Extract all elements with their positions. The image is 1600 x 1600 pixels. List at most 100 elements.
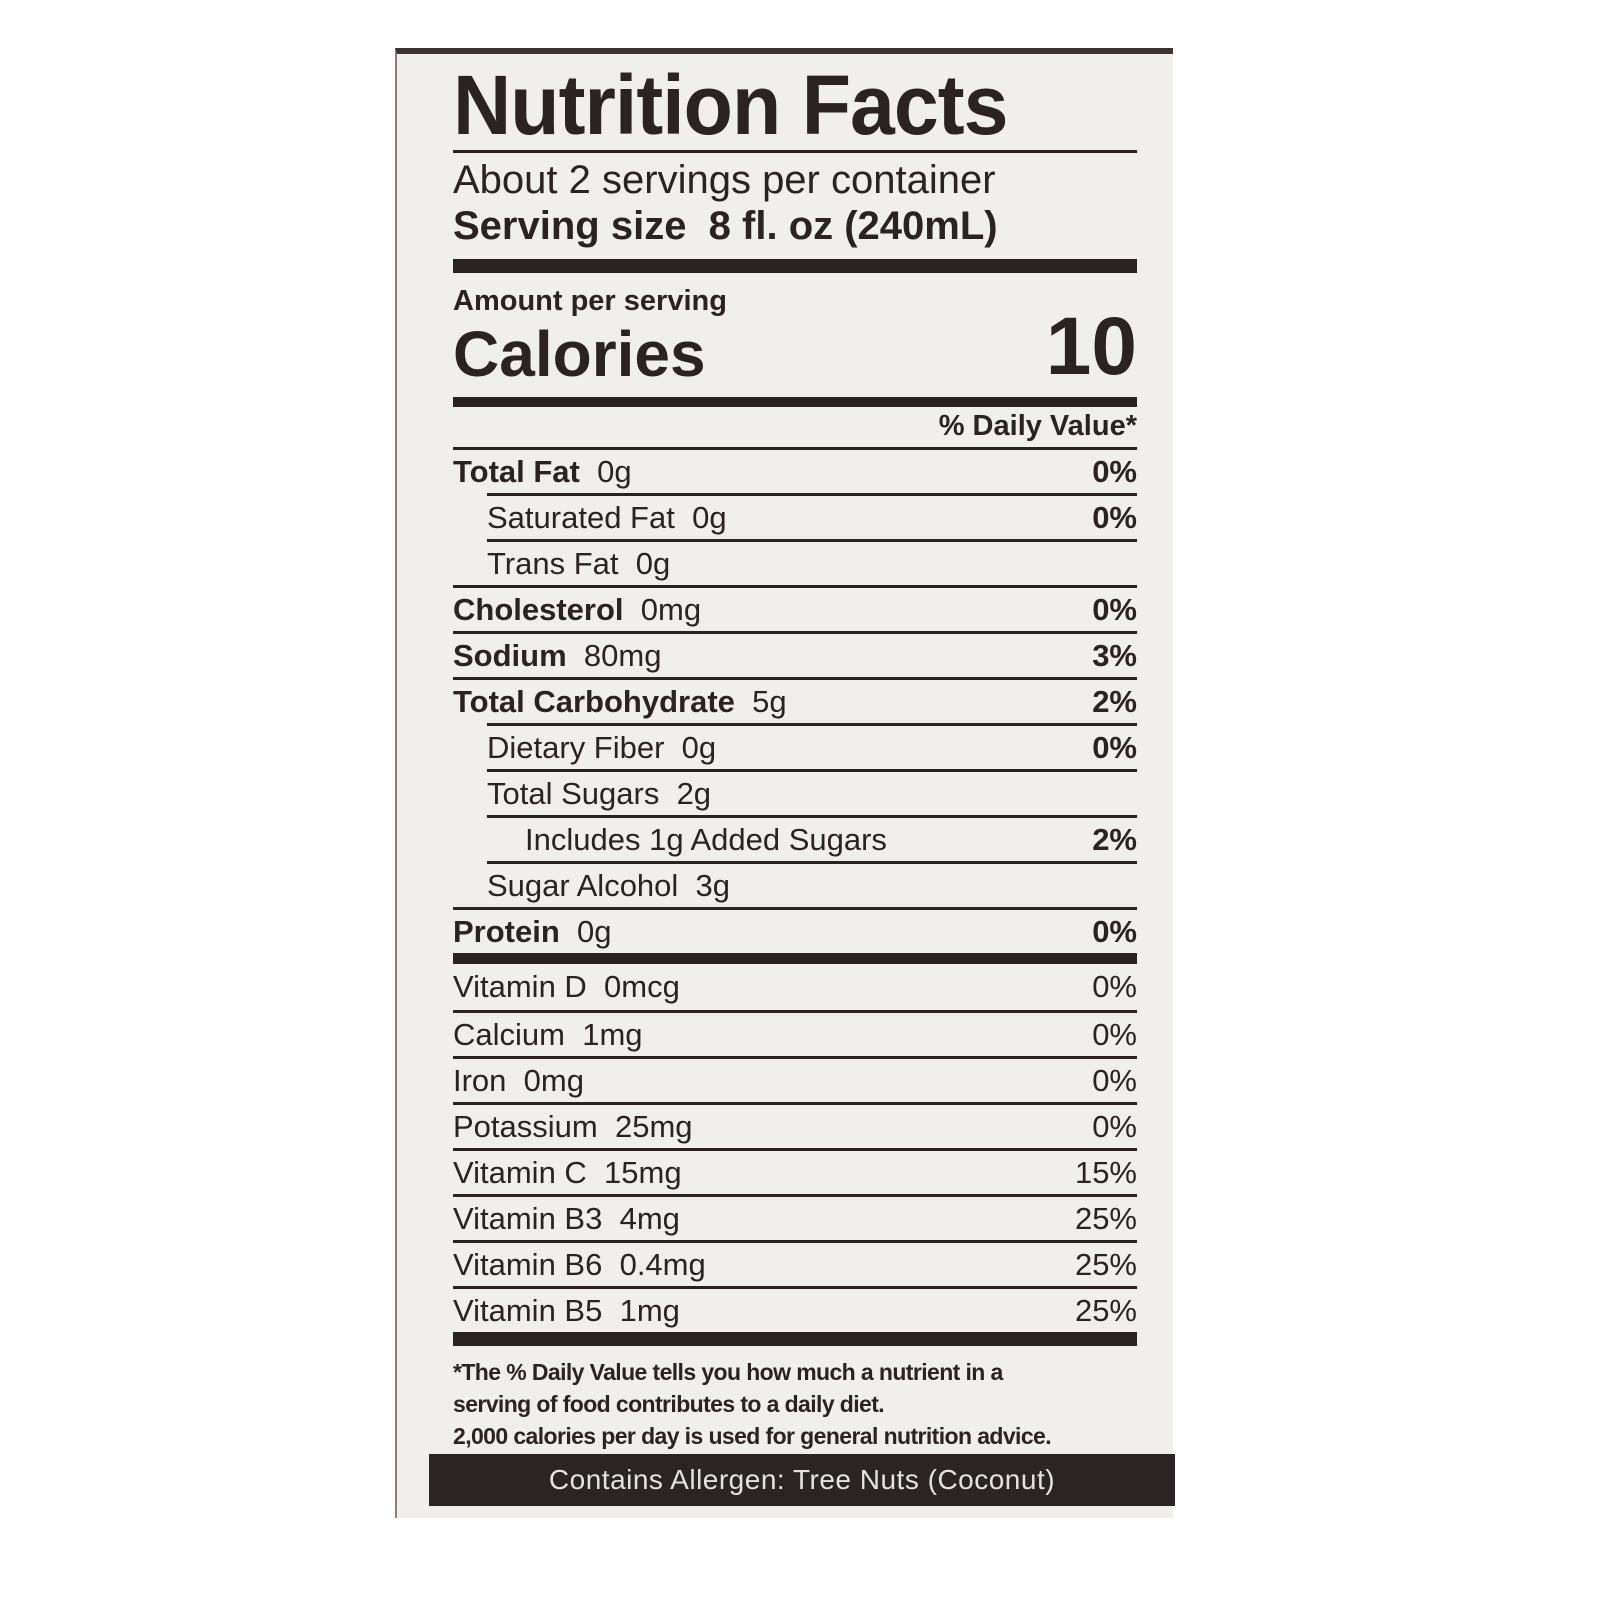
nutrient-row: Total Carbohydrate 5g 2%: [453, 677, 1137, 723]
nutrient-name: Protein: [453, 913, 560, 949]
nutrient-name-amount: Sugar Alcohol 3g: [487, 868, 730, 904]
vitamin-name-amount: Iron 0mg: [453, 1063, 584, 1099]
nutrient-name-amount: Cholesterol 0mg: [453, 592, 701, 628]
vitamin-daily-value: 0%: [1092, 969, 1137, 1004]
nutrient-name-amount: Total Sugars 2g: [487, 776, 711, 812]
nutrient-amount: 3g: [695, 867, 731, 903]
nutrient-amount: 5g: [752, 683, 787, 719]
nutrient-row: Total Sugars 2g: [487, 769, 1137, 815]
nutrient-row: Trans Fat 0g: [487, 539, 1137, 585]
vitamin-name: Vitamin C: [453, 1154, 587, 1190]
thick-divider: [453, 1332, 1137, 1346]
nutrient-amount: 0g: [692, 499, 727, 535]
vitamin-row: Vitamin B3 4mg 25%: [453, 1194, 1137, 1240]
nutrient-amount: 0g: [635, 545, 671, 581]
nutrient-row: Sodium 80mg 3%: [453, 631, 1137, 677]
nutrient-name: Total Sugars: [487, 775, 660, 811]
amount-per-serving: Amount per serving: [453, 285, 727, 317]
nutrient-amount: 0g: [577, 913, 612, 949]
nutrient-name: Saturated Fat: [487, 499, 675, 535]
nutrient-row: Protein 0g 0%: [453, 907, 1137, 953]
footnote: *The % Daily Value tells you how much a …: [453, 1356, 1137, 1452]
nutrient-name: Sugar Alcohol: [487, 867, 679, 903]
calories-label: Calories: [453, 318, 706, 390]
nutrient-daily-value: 0%: [1092, 591, 1137, 627]
nutrient-name: Cholesterol: [453, 591, 624, 627]
nutrient-amount: 0mg: [640, 591, 702, 627]
vitamin-amount: 1mg: [619, 1292, 680, 1328]
vitamin-name-amount: Vitamin B5 1mg: [453, 1293, 680, 1329]
nutrient-daily-value: 2%: [1092, 683, 1137, 719]
nutrient-row: Saturated Fat 0g 0%: [487, 493, 1137, 539]
divider: [453, 150, 1137, 153]
label-title: Nutrition Facts: [453, 58, 1009, 152]
vitamin-row: Vitamin D 0mcg 0%: [453, 964, 1137, 1010]
nutrient-name-amount: Sodium 80mg: [453, 638, 661, 674]
vitamin-daily-value: 15%: [1074, 1154, 1137, 1190]
vitamin-name-amount: Calcium 1mg: [453, 1017, 643, 1053]
vitamin-name: Vitamin D: [453, 969, 587, 1004]
thick-divider: [453, 259, 1137, 273]
nutrient-amount: 2g: [676, 775, 712, 811]
vitamin-row: Iron 0mg 0%: [453, 1056, 1137, 1102]
nutrient-daily-value: 0%: [1092, 499, 1137, 535]
nutrient-name: Includes 1g Added Sugars: [525, 821, 887, 857]
nutrient-row: Cholesterol 0mg 0%: [453, 585, 1137, 631]
serving-size: Serving size 8 fl. oz (240mL): [453, 203, 1137, 249]
nutrient-name: Sodium: [453, 637, 567, 673]
nutrient-name: Total Fat: [453, 453, 580, 489]
vitamin-row: Potassium 25mg 0%: [453, 1102, 1137, 1148]
vitamin-name-amount: Vitamin D 0mcg: [453, 969, 680, 1005]
vitamin-row: Vitamin C 15mg 15%: [453, 1148, 1137, 1194]
vitamin-name-amount: Potassium 25mg: [453, 1109, 693, 1145]
nutrient-name-amount: Protein 0g: [453, 914, 612, 950]
medium-divider: [453, 397, 1137, 407]
vitamin-row: Calcium 1mg 0%: [453, 1010, 1137, 1056]
vitamin-name-amount: Vitamin B6 0.4mg: [453, 1247, 706, 1283]
vitamin-daily-value: 25%: [1074, 1200, 1137, 1236]
nutrient-name-amount: Total Carbohydrate 5g: [453, 684, 787, 720]
calories-row: Calories 10: [453, 306, 1137, 390]
serving-size-label: Serving size: [453, 204, 687, 248]
nutrient-amount: 0g: [681, 729, 717, 765]
vitamin-amount: 25mg: [614, 1108, 693, 1144]
nutrient-row: Total Fat 0g 0%: [453, 447, 1137, 493]
nutrient-amount: 0g: [597, 453, 632, 489]
vitamin-daily-value: 25%: [1074, 1246, 1137, 1282]
allergen-banner: Contains Allergen: Tree Nuts (Coconut): [429, 1454, 1175, 1506]
nutrient-list: Total Fat 0g 0% Saturated Fat 0g 0% Trans Fa…: [453, 447, 1137, 953]
nutrient-amount: 80mg: [583, 637, 662, 673]
nutrient-row: Sugar Alcohol 3g: [487, 861, 1137, 907]
vitamin-amount: 0mcg: [604, 969, 680, 1004]
vitamin-daily-value: 0%: [1092, 1062, 1137, 1098]
nutrient-daily-value: 0%: [1092, 913, 1137, 949]
nutrition-panel: Nutrition Facts About 2 servings per con…: [453, 54, 1137, 1452]
nutrient-name-amount: Total Fat 0g: [453, 454, 632, 490]
nutrient-name-amount: Saturated Fat 0g: [487, 500, 727, 536]
vitamin-amount: 4mg: [619, 1200, 680, 1236]
vitamin-daily-value: 0%: [1092, 1108, 1137, 1144]
vitamin-name: Vitamin B3: [453, 1200, 603, 1236]
thick-divider: [453, 953, 1137, 964]
vitamin-amount: 0.4mg: [619, 1246, 706, 1282]
footnote-line: 2,000 calories per day is used for gener…: [453, 1423, 1052, 1449]
nutrient-daily-value: 0%: [1092, 729, 1137, 765]
footnote-line: *The % Daily Value tells you how much a …: [453, 1359, 1003, 1385]
vitamin-name: Vitamin B6: [453, 1246, 603, 1282]
nutrient-name: Trans Fat: [487, 545, 619, 581]
vitamin-name: Iron: [453, 1062, 507, 1098]
nutrient-name-amount: Trans Fat 0g: [487, 546, 670, 582]
nutrient-daily-value: 3%: [1092, 637, 1137, 673]
vitamin-amount: 1mg: [582, 1016, 643, 1052]
vitamin-name: Potassium: [453, 1108, 598, 1144]
calories-value: 10: [1045, 301, 1137, 392]
nutrient-daily-value: 0%: [1092, 453, 1137, 489]
vitamin-row: Vitamin B5 1mg 25%: [453, 1286, 1137, 1332]
nutrient-name-amount: Includes 1g Added Sugars: [525, 822, 904, 858]
vitamin-name-amount: Vitamin B3 4mg: [453, 1201, 680, 1237]
nutrient-row: Dietary Fiber 0g 0%: [487, 723, 1137, 769]
nutrient-daily-value: 2%: [1092, 821, 1137, 857]
vitamin-list: Vitamin D 0mcg 0% Calcium 1mg 0% Iron 0mg 0% P…: [453, 964, 1137, 1332]
nutrient-name: Dietary Fiber: [487, 729, 665, 765]
vitamin-daily-value: 25%: [1074, 1292, 1137, 1328]
